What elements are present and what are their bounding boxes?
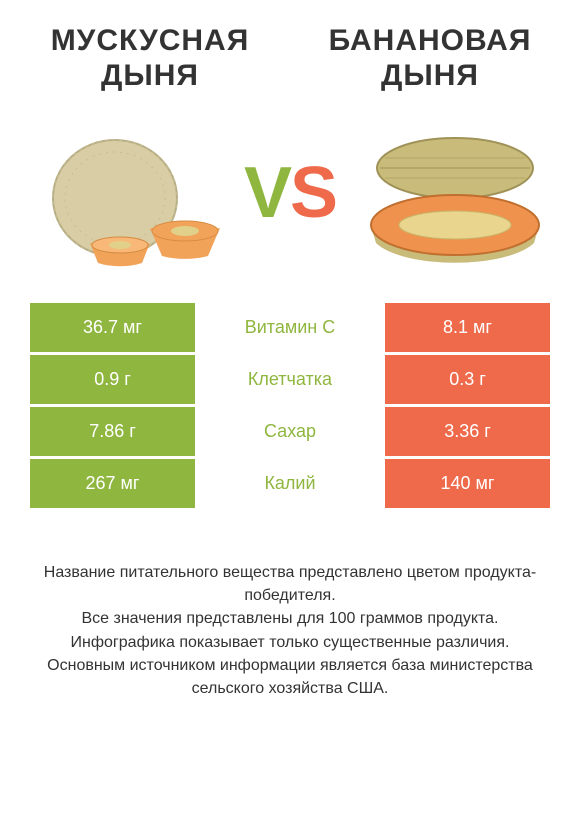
table-row: 7.86 гСахар3.36 г — [30, 407, 550, 456]
nutrient-label: Клетчатка — [195, 355, 385, 404]
right-value: 0.3 г — [385, 355, 550, 404]
table-row: 36.7 мгВитамин C8.1 мг — [30, 303, 550, 352]
vs-label: VS — [244, 152, 336, 234]
right-value: 3.36 г — [385, 407, 550, 456]
left-product-image — [30, 113, 230, 273]
left-product-title: МУСКУСНАЯ ДЫНЯ — [30, 24, 270, 93]
left-value: 7.86 г — [30, 407, 195, 456]
header: МУСКУСНАЯ ДЫНЯ БАНАНОВАЯ ДЫНЯ — [0, 0, 580, 103]
nutrient-label: Витамин C — [195, 303, 385, 352]
table-row: 267 мгКалий140 мг — [30, 459, 550, 508]
footer-line: Основным источником информации является … — [30, 654, 550, 700]
vs-s: S — [290, 152, 336, 234]
left-value: 0.9 г — [30, 355, 195, 404]
footer-text: Название питательного вещества представл… — [0, 511, 580, 700]
nutrient-label: Сахар — [195, 407, 385, 456]
nutrient-label: Калий — [195, 459, 385, 508]
table-row: 0.9 гКлетчатка0.3 г — [30, 355, 550, 404]
left-value: 267 мг — [30, 459, 195, 508]
right-product-image — [350, 113, 550, 273]
footer-line: Все значения представлены для 100 граммо… — [30, 607, 550, 630]
vs-v: V — [244, 152, 290, 234]
image-row: VS — [0, 103, 580, 303]
footer-line: Название питательного вещества представл… — [30, 561, 550, 607]
right-value: 140 мг — [385, 459, 550, 508]
right-value: 8.1 мг — [385, 303, 550, 352]
nutrition-table: 36.7 мгВитамин C8.1 мг0.9 гКлетчатка0.3 … — [0, 303, 580, 508]
left-value: 36.7 мг — [30, 303, 195, 352]
footer-line: Инфографика показывает только существенн… — [30, 631, 550, 654]
right-product-title: БАНАНОВАЯ ДЫНЯ — [310, 24, 550, 93]
